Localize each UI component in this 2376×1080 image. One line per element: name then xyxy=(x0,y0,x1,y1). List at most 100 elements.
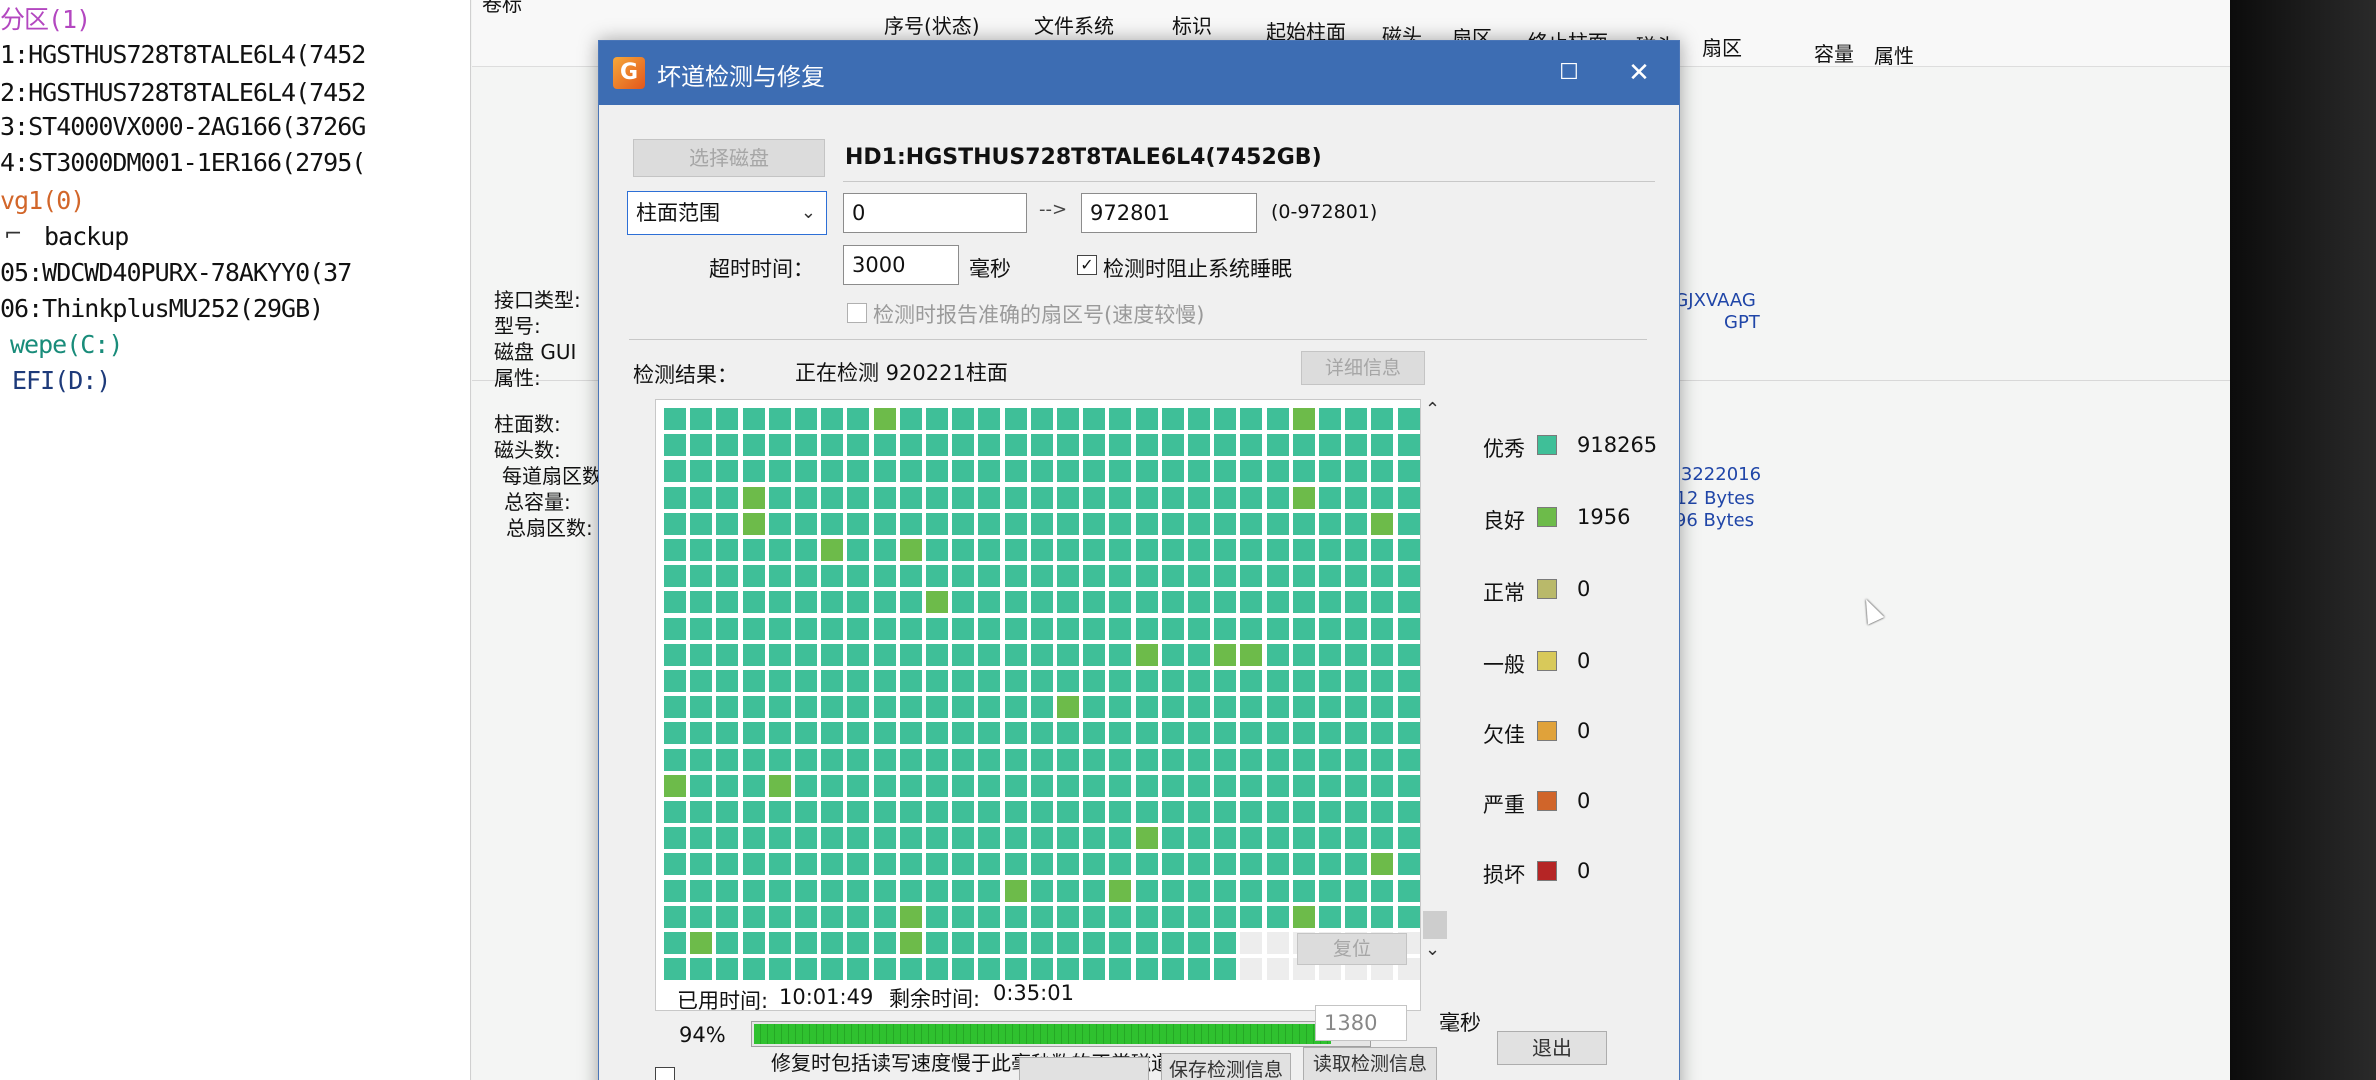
sector-block xyxy=(1057,932,1079,954)
sector-block xyxy=(1345,591,1367,613)
sector-block xyxy=(1031,408,1053,430)
sector-block xyxy=(1371,775,1393,797)
sector-block xyxy=(1136,591,1158,613)
sector-block xyxy=(900,775,922,797)
sector-block xyxy=(900,644,922,666)
tree-item-hd6[interactable]: 06:ThinkplusMU252(29GB) xyxy=(0,294,323,323)
sector-block xyxy=(664,906,686,928)
sector-block xyxy=(769,460,791,482)
sector-block xyxy=(1083,618,1105,640)
sector-block xyxy=(743,618,765,640)
reset-button[interactable]: 复位 xyxy=(1297,933,1407,965)
sector-block xyxy=(1319,880,1341,902)
sector-block xyxy=(900,749,922,771)
save-info-button[interactable]: 保存检测信息 xyxy=(1161,1053,1291,1080)
sector-block xyxy=(821,880,843,902)
sector-block xyxy=(1083,827,1105,849)
dialog-titlebar[interactable]: G 坏道检测与修复 ☐ ✕ xyxy=(599,41,1679,105)
sector-block xyxy=(716,827,738,849)
sector-block xyxy=(978,827,1000,849)
sector-block xyxy=(821,644,843,666)
range-start-input[interactable]: 0 xyxy=(843,193,1027,233)
tree-item-partition[interactable]: 分区(1) xyxy=(0,0,90,36)
tree-item-vg1[interactable]: vg1(0) xyxy=(0,186,84,215)
sector-block xyxy=(1162,932,1184,954)
select-disk-button[interactable]: 选择磁盘 xyxy=(633,139,825,177)
sector-block xyxy=(716,775,738,797)
sector-block xyxy=(1005,696,1027,718)
result-label: 检测结果： xyxy=(633,359,738,389)
tree-item-efi[interactable]: EFI(D:) xyxy=(12,366,110,395)
sector-block xyxy=(874,906,896,928)
sector-block xyxy=(1057,801,1079,823)
column-id[interactable]: 标识 xyxy=(1172,10,1212,39)
slow-ms-input[interactable]: 1380 xyxy=(1315,1005,1407,1041)
details-button[interactable]: 详细信息 xyxy=(1301,351,1425,385)
sector-block xyxy=(1214,565,1236,587)
sector-block xyxy=(743,853,765,875)
column-end-sector[interactable]: 扇区 xyxy=(1702,32,1742,61)
read-info-button[interactable]: 读取检测信息 xyxy=(1303,1047,1437,1080)
timeout-input[interactable]: 3000 xyxy=(843,245,959,285)
sector-block xyxy=(1267,460,1289,482)
sector-block xyxy=(1031,775,1053,797)
legend-count: 918265 xyxy=(1577,433,1657,457)
sector-block xyxy=(1083,853,1105,875)
tree-item-hd2[interactable]: 2:HGSTHUS728T8TALE6L4(7452 xyxy=(0,78,365,107)
prevent-sleep-checkbox[interactable]: ✓ xyxy=(1077,255,1097,275)
sector-block xyxy=(664,775,686,797)
sector-block xyxy=(1293,618,1315,640)
sector-block xyxy=(1267,906,1289,928)
sector-block xyxy=(847,801,869,823)
sector-block xyxy=(743,749,765,771)
sector-block xyxy=(926,434,948,456)
scroll-up-icon[interactable]: ⌃ xyxy=(1425,399,1440,420)
sector-block xyxy=(716,749,738,771)
scroll-thumb[interactable] xyxy=(1423,911,1447,939)
sector-block xyxy=(1267,722,1289,744)
scroll-down-icon[interactable]: ⌄ xyxy=(1425,939,1440,960)
sector-block xyxy=(1240,408,1262,430)
maximize-icon[interactable]: ☐ xyxy=(1549,53,1589,93)
exit-button[interactable]: 退出 xyxy=(1497,1031,1607,1065)
column-attribute[interactable]: 属性 xyxy=(1874,40,1914,69)
column-filesystem[interactable]: 文件系统 xyxy=(1034,10,1114,39)
sector-block xyxy=(1188,906,1210,928)
sector-block xyxy=(1267,591,1289,613)
grid-scrollbar[interactable]: ⌃ ⌄ xyxy=(1423,399,1447,959)
tree-item-wepe[interactable]: wepe(C:) xyxy=(10,330,122,359)
column-index[interactable]: 序号(状态) xyxy=(884,10,980,39)
range-mode-select[interactable]: 柱面范围 ⌄ xyxy=(627,191,827,235)
sector-block xyxy=(900,722,922,744)
sector-block xyxy=(1371,644,1393,666)
sector-block xyxy=(1319,696,1341,718)
tree-item-hd4[interactable]: 4:ST3000DM001-1ER166(2795( xyxy=(0,148,365,177)
tree-item-hd3[interactable]: 3:ST4000VX000-2AG166(3726G xyxy=(0,112,365,141)
tree-item-backup[interactable]: backup xyxy=(44,222,128,251)
sector-block xyxy=(952,880,974,902)
sector-block xyxy=(1240,880,1262,902)
range-end-input[interactable]: 972801 xyxy=(1081,193,1257,233)
sector-block xyxy=(1162,591,1184,613)
sector-block xyxy=(978,434,1000,456)
tree-item-hd5[interactable]: 05:WDCWD40PURX-78AKYY0(37 xyxy=(0,258,351,287)
sector-block xyxy=(1398,513,1420,535)
sector-block xyxy=(847,880,869,902)
sector-block xyxy=(847,513,869,535)
sector-block xyxy=(874,749,896,771)
column-capacity[interactable]: 容量 xyxy=(1814,38,1854,67)
sector-block xyxy=(1162,565,1184,587)
sector-block xyxy=(1319,853,1341,875)
sector-block xyxy=(821,722,843,744)
repair-option-checkbox[interactable] xyxy=(655,1067,675,1080)
sector-block xyxy=(795,880,817,902)
sector-block xyxy=(1345,644,1367,666)
sector-block xyxy=(1083,749,1105,771)
accurate-sector-checkbox[interactable] xyxy=(847,303,867,323)
close-icon[interactable]: ✕ xyxy=(1619,53,1659,93)
sector-block xyxy=(1319,565,1341,587)
sector-block xyxy=(1109,749,1131,771)
tree-item-hd1[interactable]: 1:HGSTHUS728T8TALE6L4(7452 xyxy=(0,40,365,69)
option-button[interactable] xyxy=(1019,1057,1149,1080)
sector-block xyxy=(1162,434,1184,456)
